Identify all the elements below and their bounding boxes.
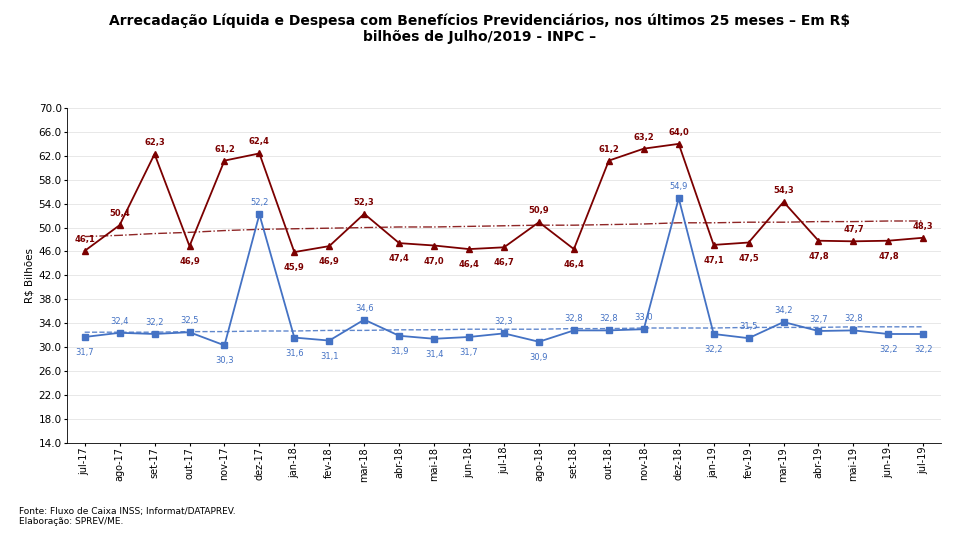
Text: 32,8: 32,8: [564, 314, 584, 323]
Text: 32,5: 32,5: [180, 316, 199, 325]
Text: 31,6: 31,6: [285, 349, 303, 357]
Text: 62,3: 62,3: [144, 138, 165, 147]
Text: Fonte: Fluxo de Caixa INSS; Informat/DATAPREV.
Elaboração: SPREV/ME.: Fonte: Fluxo de Caixa INSS; Informat/DAT…: [19, 507, 236, 526]
Text: 34,6: 34,6: [355, 303, 373, 313]
Text: 47,0: 47,0: [423, 256, 444, 266]
Text: 50,4: 50,4: [109, 209, 130, 218]
Text: 32,2: 32,2: [705, 345, 723, 354]
Text: 54,9: 54,9: [669, 183, 688, 191]
Text: 32,3: 32,3: [494, 318, 514, 327]
Text: 31,5: 31,5: [739, 322, 757, 331]
Text: 52,2: 52,2: [251, 199, 269, 207]
Text: 52,3: 52,3: [354, 198, 374, 207]
Text: 32,8: 32,8: [844, 314, 863, 323]
Text: 47,1: 47,1: [704, 256, 724, 265]
Text: 32,2: 32,2: [914, 345, 932, 354]
Text: 46,9: 46,9: [180, 257, 200, 266]
Text: 46,4: 46,4: [564, 260, 585, 269]
Text: 31,1: 31,1: [320, 352, 339, 361]
Text: Arrecadação Líquida e Despesa com Benefícios Previdenciários, nos últimos 25 mes: Arrecadação Líquida e Despesa com Benefí…: [109, 14, 851, 44]
Text: 30,9: 30,9: [530, 353, 548, 362]
Y-axis label: R$ Bilhões: R$ Bilhões: [24, 248, 35, 303]
Text: 48,3: 48,3: [913, 222, 934, 231]
Text: 47,4: 47,4: [389, 254, 410, 263]
Text: 47,7: 47,7: [843, 225, 864, 234]
Text: 32,7: 32,7: [809, 315, 828, 324]
Text: 47,8: 47,8: [808, 252, 828, 261]
Text: 32,2: 32,2: [145, 318, 164, 327]
Text: 63,2: 63,2: [634, 133, 654, 141]
Text: 33,0: 33,0: [635, 313, 653, 322]
Text: 54,3: 54,3: [773, 186, 794, 195]
Text: 61,2: 61,2: [598, 145, 619, 154]
Text: 64,0: 64,0: [668, 128, 689, 137]
Text: 34,2: 34,2: [775, 306, 793, 315]
Text: 32,2: 32,2: [879, 345, 898, 354]
Text: 31,4: 31,4: [425, 350, 444, 359]
Text: 31,7: 31,7: [460, 348, 478, 357]
Text: 32,8: 32,8: [599, 314, 618, 323]
Text: 46,1: 46,1: [74, 235, 95, 244]
Text: 61,2: 61,2: [214, 145, 235, 154]
Text: 45,9: 45,9: [284, 263, 304, 272]
Text: 32,4: 32,4: [110, 317, 129, 326]
Text: 50,9: 50,9: [529, 206, 549, 215]
Text: 47,5: 47,5: [738, 254, 759, 262]
Text: 31,9: 31,9: [390, 347, 408, 356]
Text: 30,3: 30,3: [215, 356, 234, 366]
Text: 46,9: 46,9: [319, 257, 340, 266]
Text: 31,7: 31,7: [75, 348, 94, 357]
Text: 47,8: 47,8: [878, 252, 899, 261]
Text: 46,4: 46,4: [459, 260, 479, 269]
Text: 62,4: 62,4: [249, 138, 270, 146]
Text: 46,7: 46,7: [493, 259, 515, 267]
